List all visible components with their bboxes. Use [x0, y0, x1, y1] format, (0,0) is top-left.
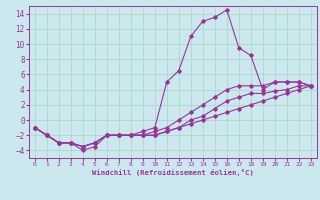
X-axis label: Windchill (Refroidissement éolien,°C): Windchill (Refroidissement éolien,°C): [92, 169, 254, 176]
